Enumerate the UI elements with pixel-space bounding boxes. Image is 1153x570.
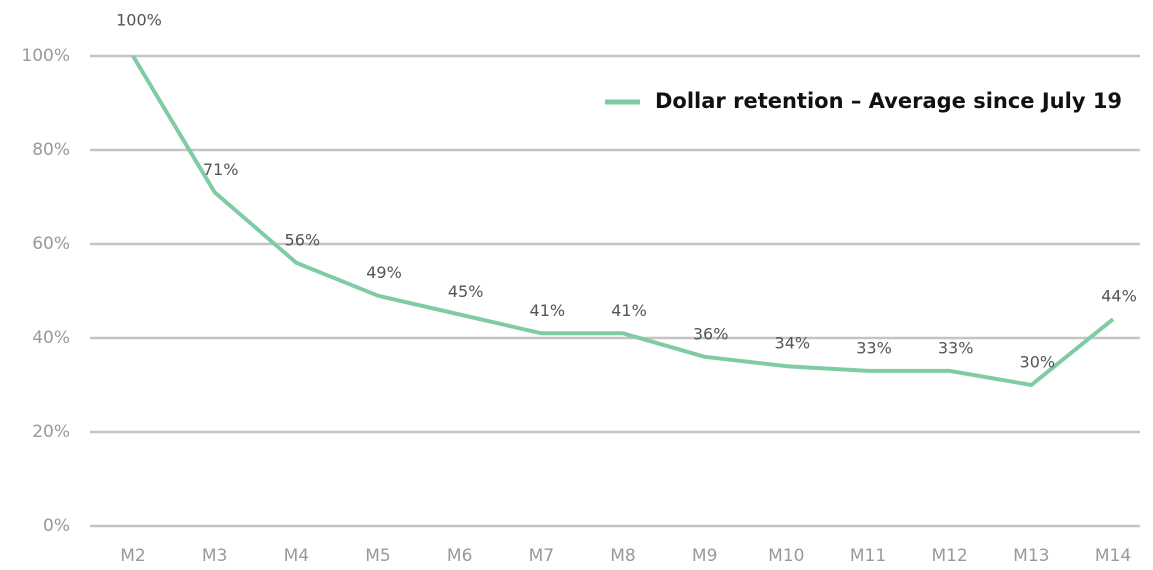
data-label: 49%: [366, 263, 402, 282]
data-label: 41%: [530, 301, 566, 320]
data-label: 33%: [938, 338, 974, 357]
y-tick-label: 60%: [32, 234, 70, 254]
y-tick-label: 100%: [21, 46, 70, 66]
x-tick-label: M2: [120, 546, 145, 566]
data-label: 45%: [448, 282, 484, 301]
x-tick-label: M12: [932, 546, 968, 566]
data-label: 71%: [203, 160, 239, 179]
x-tick-label: M9: [692, 546, 717, 566]
data-label: 44%: [1101, 287, 1137, 306]
x-tick-label: M11: [850, 546, 886, 566]
data-label: 41%: [611, 301, 647, 320]
x-tick-label: M14: [1095, 546, 1131, 566]
legend-label: Dollar retention – Average since July 19: [655, 89, 1122, 113]
x-tick-label: M5: [365, 546, 390, 566]
x-tick-label: M13: [1013, 546, 1049, 566]
y-tick-label: 20%: [32, 422, 70, 442]
x-tick-label: M4: [284, 546, 309, 566]
y-tick-label: 80%: [32, 140, 70, 160]
data-label: 100%: [116, 11, 162, 30]
data-label: 56%: [285, 230, 321, 249]
y-tick-label: 40%: [32, 328, 70, 348]
data-label: 34%: [775, 334, 811, 353]
data-label: 36%: [693, 324, 729, 343]
x-tick-label: M10: [768, 546, 804, 566]
data-label: 30%: [1020, 353, 1056, 372]
x-tick-label: M8: [610, 546, 635, 566]
data-label: 33%: [856, 338, 892, 357]
y-tick-label: 0%: [43, 516, 70, 536]
series-line: [131, 54, 1115, 387]
x-tick-label: M6: [447, 546, 472, 566]
x-tick-label: M3: [202, 546, 227, 566]
x-tick-label: M7: [529, 546, 554, 566]
